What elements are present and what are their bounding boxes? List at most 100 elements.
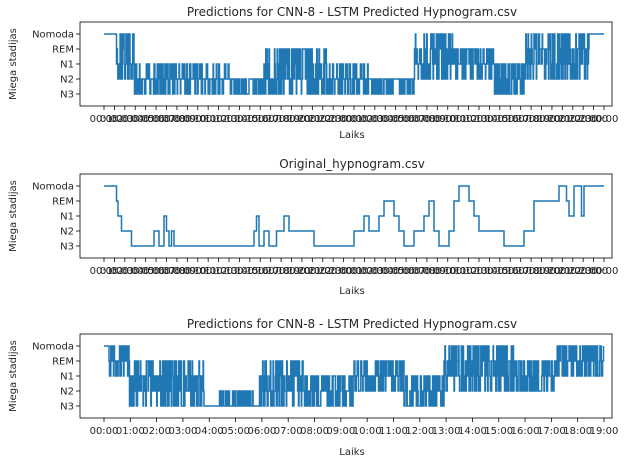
x-tick-label: 08:00	[173, 114, 202, 125]
x-tick-label: 08:00	[300, 426, 329, 437]
x-tick-label: 18:00	[527, 114, 556, 125]
x-tick-label: 14:00	[485, 266, 514, 277]
x-tick-label: 20:00	[548, 266, 577, 277]
y-tick-label: REM	[52, 45, 74, 56]
x-tick-label: 13:00	[225, 266, 254, 277]
x-tick-label: 14:00	[458, 426, 487, 437]
x-tick-label: 21:00	[308, 266, 337, 277]
y-tick-label: N2	[60, 387, 74, 398]
x-tick-label: 00:00	[590, 266, 619, 277]
x-tick-label: 22:00	[569, 266, 598, 277]
x-tick-label: 03:00	[371, 266, 400, 277]
x-tick-label: 17:00	[517, 114, 546, 125]
hypnogram-line	[104, 33, 604, 95]
x-tick-label: 22:00	[569, 114, 598, 125]
x-tick-label: 07:00	[413, 114, 442, 125]
y-tick-label: Nomoda	[32, 30, 74, 41]
x-tick-label: 00:00	[590, 114, 619, 125]
y-tick-label: N1	[60, 212, 74, 223]
x-tick-label: 19:00	[538, 266, 567, 277]
x-tick-label: 18:00	[527, 266, 556, 277]
x-tick-label: 08:00	[423, 266, 452, 277]
x-tick-label: 23:00	[329, 266, 358, 277]
y-tick-label: N2	[60, 227, 74, 238]
x-tick-label: 16:00	[506, 114, 535, 125]
x-tick-label: 02:00	[142, 426, 171, 437]
chart-title: Predictions for CNN-8 - LSTM Predicted H…	[187, 317, 517, 331]
x-tick-label: 12:00	[465, 266, 494, 277]
x-tick-label: 20:00	[298, 114, 327, 125]
x-tick-label: 19:00	[590, 426, 619, 437]
x-tick-label: 07:00	[163, 266, 192, 277]
x-tick-label: 21:00	[558, 266, 587, 277]
x-tick-label: 01:00	[350, 266, 379, 277]
x-ticks: 00:0001:0002:0003:0004:0005:0006:0007:00…	[90, 258, 619, 277]
y-axis-label: Miega stadijas	[8, 28, 19, 100]
x-tick-label: 03:00	[121, 114, 150, 125]
x-tick-label: 10:00	[194, 114, 223, 125]
x-tick-label: 23:00	[579, 266, 608, 277]
x-tick-label: 01:00	[100, 114, 129, 125]
subplot-1: Predictions for CNN-8 - LSTM Predicted H…	[8, 5, 618, 141]
x-tick-label: 19:00	[288, 114, 317, 125]
x-tick-label: 21:00	[558, 114, 587, 125]
chart-title: Original_hypnogram.csv	[279, 157, 425, 171]
x-tick-label: 07:00	[413, 266, 442, 277]
x-tick-label: 20:00	[548, 114, 577, 125]
x-tick-label: 12:00	[465, 114, 494, 125]
x-tick-label: 11:00	[204, 114, 233, 125]
x-tick-label: 16:00	[256, 266, 285, 277]
y-tick-label: REM	[52, 357, 74, 368]
y-tick-label: N2	[60, 75, 74, 86]
x-tick-label: 14:00	[235, 114, 264, 125]
x-tick-label: 08:00	[423, 114, 452, 125]
x-tick-label: 00:00	[90, 426, 119, 437]
x-tick-label: 05:00	[392, 114, 421, 125]
x-tick-label: 03:00	[169, 426, 198, 437]
x-tick-label: 15:00	[246, 114, 275, 125]
x-tick-label: 02:00	[360, 266, 389, 277]
x-tick-label: 04:00	[195, 426, 224, 437]
x-tick-label: 01:00	[100, 266, 129, 277]
x-tick-label: 12:00	[405, 426, 434, 437]
x-tick-label: 08:00	[173, 266, 202, 277]
x-tick-label: 17:00	[537, 426, 566, 437]
x-tick-label: 04:00	[381, 114, 410, 125]
series	[104, 33, 604, 95]
x-tick-label: 13:00	[475, 114, 504, 125]
x-tick-label: 13:00	[432, 426, 461, 437]
y-tick-label: N1	[60, 372, 74, 383]
x-tick-label: 16:00	[256, 114, 285, 125]
x-tick-label: 22:00	[319, 114, 348, 125]
x-ticks: 00:0001:0002:0003:0004:0005:0006:0007:00…	[90, 418, 619, 437]
x-tick-label: 21:00	[308, 114, 337, 125]
x-tick-label: 15:00	[246, 266, 275, 277]
y-ticks: N3 N2 N1 REM Nomoda	[32, 30, 80, 101]
hypnogram-line	[104, 345, 605, 407]
subplot-3: Predictions for CNN-8 - LSTM Predicted H…	[8, 317, 618, 458]
x-tick-label: 17:00	[267, 114, 296, 125]
x-tick-label: 06:00	[152, 114, 181, 125]
x-tick-label: 04:00	[381, 266, 410, 277]
x-tick-label: 07:00	[163, 114, 192, 125]
x-tick-label: 00:00	[340, 266, 369, 277]
x-tick-label: 04:00	[131, 266, 160, 277]
x-tick-label: 11:00	[379, 426, 408, 437]
x-tick-label: 12:00	[215, 266, 244, 277]
x-ticks: 00:0001:0002:0003:0004:0005:0006:0007:00…	[90, 106, 619, 125]
y-ticks: N3 N2 N1 REM Nomoda	[32, 342, 80, 413]
x-tick-label: 17:00	[517, 266, 546, 277]
y-ticks: N3 N2 N1 REM Nomoda	[32, 182, 80, 253]
x-tick-label: 11:00	[454, 266, 483, 277]
x-tick-label: 19:00	[288, 266, 317, 277]
y-tick-label: Nomoda	[32, 342, 74, 353]
x-tick-label: 17:00	[267, 266, 296, 277]
subplot-2: Original_hypnogram.csv N3 N2 N1 REM Nomoda 0…	[8, 157, 618, 297]
y-tick-label: REM	[52, 197, 74, 208]
x-tick-label: 04:00	[131, 114, 160, 125]
series	[104, 185, 604, 247]
x-tick-label: 15:00	[484, 426, 513, 437]
hypnogram-line	[104, 185, 604, 247]
x-tick-label: 11:00	[454, 114, 483, 125]
